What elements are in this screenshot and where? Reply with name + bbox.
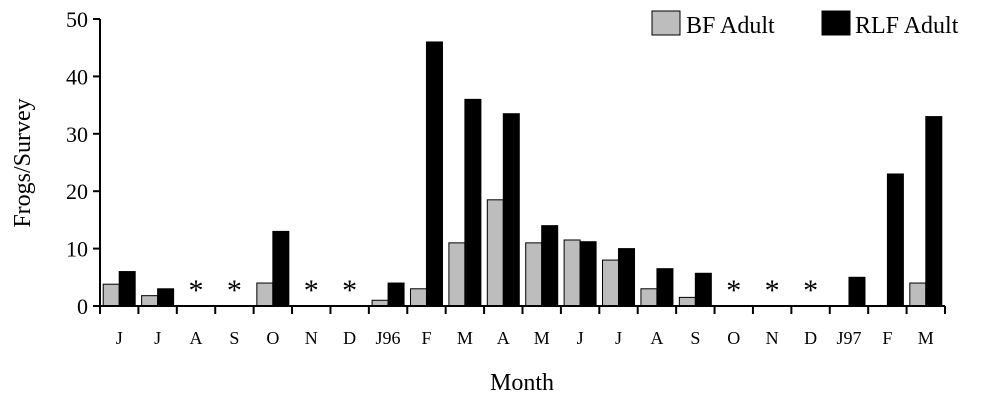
bar-rlf-8	[425, 41, 443, 307]
bar-bf-8	[409, 288, 427, 307]
legend-label-rlf: RLF Adult	[855, 13, 959, 39]
annotations-group: * * * * * * *	[189, 274, 819, 307]
bar-bf-21	[909, 282, 927, 307]
y-axis-title: Frogs/Survey	[10, 98, 36, 227]
bars-group	[102, 41, 943, 307]
bar-bf-4	[256, 282, 274, 307]
x-tick-label-2: A	[190, 328, 203, 348]
bar-rlf-1	[157, 288, 175, 307]
bar-bf-11	[525, 242, 543, 307]
bar-rlf-13	[618, 248, 636, 307]
x-tick-label-21: M	[918, 328, 934, 348]
x-tick-label-16: O	[727, 328, 740, 348]
bar-bf-15	[678, 296, 696, 307]
annotation-star-3: *	[342, 274, 357, 307]
bar-rlf-11	[541, 225, 559, 307]
x-tick-label-19: J97	[836, 328, 861, 348]
annotation-star-4: *	[726, 274, 741, 307]
x-tick-label-7: J96	[376, 328, 401, 348]
bar-rlf-21	[925, 116, 943, 307]
legend-swatch-bf	[651, 10, 681, 36]
bar-rlf-19	[848, 276, 866, 307]
x-tick-label-15: S	[690, 328, 700, 348]
bar-rlf-9	[464, 98, 482, 307]
axes-group: 0 10 20 30 40 50 J J A S O N D J96 F M A M J J A S O N D J97 F M	[66, 7, 946, 348]
bar-rlf-20	[886, 173, 904, 307]
x-tick-label-6: D	[343, 328, 356, 348]
x-tick-label-3: S	[229, 328, 239, 348]
bar-rlf-0	[118, 271, 136, 307]
x-tick-label-18: D	[804, 328, 817, 348]
bar-rlf-14	[656, 268, 674, 307]
y-tick-label-2: 20	[66, 179, 88, 204]
bar-bf-12	[563, 239, 581, 307]
bar-rlf-7	[387, 282, 405, 307]
annotation-star-6: *	[803, 274, 818, 307]
x-tick-label-11: M	[534, 328, 550, 348]
annotation-star-5: *	[765, 274, 780, 307]
y-tick-label-3: 30	[66, 122, 88, 147]
annotation-star-0: *	[189, 274, 204, 307]
y-tick-label-5: 50	[66, 7, 88, 32]
bar-rlf-12	[579, 241, 597, 307]
x-tick-label-10: A	[497, 328, 510, 348]
x-tick-label-14: A	[650, 328, 663, 348]
bar-bf-1	[141, 295, 159, 307]
x-tick-label-8: F	[421, 328, 431, 348]
bar-rlf-4	[272, 230, 290, 307]
bar-bf-13	[602, 259, 620, 307]
legend-label-bf: BF Adult	[686, 13, 775, 39]
annotation-star-2: *	[304, 274, 319, 307]
bar-bf-14	[640, 288, 658, 307]
legend: BF Adult RLF Adult	[651, 10, 959, 39]
y-tick-label-1: 10	[66, 237, 88, 262]
annotation-star-1: *	[227, 274, 242, 307]
x-tick-label-20: F	[882, 328, 892, 348]
bar-bf-10	[486, 199, 504, 307]
x-axis-title: Month	[490, 370, 554, 396]
legend-swatch-rlf	[821, 10, 851, 36]
y-tick-label-0: 0	[77, 294, 88, 319]
bar-bf-0	[102, 283, 120, 307]
x-tick-label-9: M	[457, 328, 473, 348]
x-tick-label-17: N	[766, 328, 779, 348]
y-tick-label-4: 40	[66, 64, 88, 89]
x-tick-label-5: N	[305, 328, 318, 348]
x-tick-label-1: J	[154, 328, 161, 348]
x-tick-label-0: J	[116, 328, 123, 348]
x-tick-label-4: O	[266, 328, 279, 348]
bar-bf-9	[448, 242, 466, 307]
bar-rlf-10	[502, 113, 520, 307]
x-tick-label-13: J	[615, 328, 622, 348]
x-tick-label-12: J	[577, 328, 584, 348]
bar-rlf-15	[694, 272, 712, 307]
